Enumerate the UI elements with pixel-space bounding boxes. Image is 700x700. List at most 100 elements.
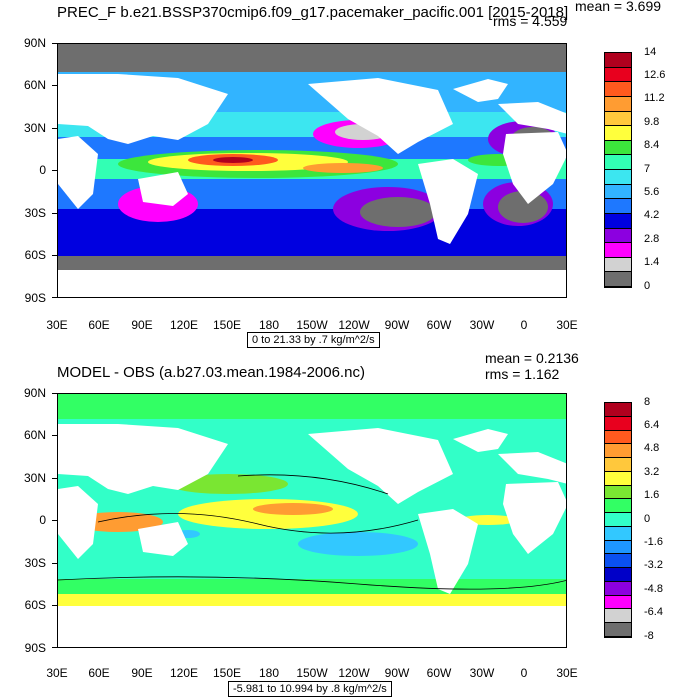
lat-tick: [52, 255, 57, 256]
colorbar-label: 14: [644, 46, 657, 58]
lon-label: 30E: [556, 666, 578, 680]
lat-label: 60N: [23, 428, 46, 442]
colorbar-swatch: [605, 184, 631, 200]
colorbar-label: 0: [644, 513, 651, 525]
colorbar-swatch: [605, 499, 631, 514]
colorbar-swatch: [605, 568, 631, 582]
colorbar-label: 8.4: [644, 139, 660, 151]
lon-label: 0: [520, 666, 528, 680]
colorbar-swatch: [605, 243, 631, 258]
colorbar-swatch: [605, 213, 631, 229]
colorbar-swatch: [605, 609, 631, 624]
lon-label: 0: [520, 318, 528, 332]
lon-label: 150E: [212, 318, 242, 332]
colorbar-label: -8: [644, 630, 654, 642]
lat-tick: [52, 43, 57, 44]
lon-label: 90W: [384, 318, 410, 332]
top-colorbar-swatches: [604, 52, 632, 288]
lat-tick: [52, 170, 57, 171]
top-map-title: PREC_F b.e21.BSSP370cmip6.f09_g17.pacema…: [57, 4, 569, 21]
colorbar-swatch: [605, 513, 631, 527]
top-mean-label: mean = 3.699: [575, 0, 662, 14]
colorbar-label: 6.4: [644, 419, 660, 431]
lon-label: 30W: [469, 318, 495, 332]
lat-label: 60S: [24, 598, 46, 612]
colorbar-label: 1.4: [644, 256, 660, 268]
lon-label: 30E: [46, 666, 68, 680]
lon-label: 60E: [88, 666, 110, 680]
colorbar-swatch: [605, 430, 631, 445]
colorbar-swatch: [605, 96, 631, 112]
lat-tick: [52, 520, 57, 521]
lat-label: 90S: [24, 291, 46, 305]
colorbar-label: -3.2: [644, 559, 663, 571]
colorbar-label: 3.2: [644, 466, 660, 478]
lat-label: 60S: [24, 248, 46, 262]
lat-label: 90S: [24, 641, 46, 655]
lat-tick: [52, 647, 57, 648]
colorbar-swatch: [605, 257, 631, 273]
colorbar-label: 8: [644, 396, 651, 408]
lat-label: 30N: [23, 471, 46, 485]
colorbar-swatch: [605, 485, 631, 500]
colorbar-swatch: [605, 554, 631, 569]
colorbar-swatch: [605, 111, 631, 127]
colorbar-swatch: [605, 416, 631, 431]
lat-label: 90N: [23, 36, 46, 50]
bottom-diff-map: [57, 393, 567, 648]
colorbar-swatch: [605, 155, 631, 170]
lon-label: 150W: [296, 666, 328, 680]
colorbar-swatch: [605, 199, 631, 214]
colorbar-swatch: [605, 540, 631, 555]
colorbar-swatch: [605, 170, 631, 185]
lat-label: 30S: [24, 556, 46, 570]
colorbar-swatch: [605, 403, 631, 417]
lat-tick: [52, 393, 57, 394]
lon-label: 180: [258, 666, 280, 680]
lon-label: 90E: [131, 666, 153, 680]
lon-label: 90E: [131, 318, 153, 332]
top-range-label: 0 to 21.33 by .7 kg/m^2/s: [247, 332, 380, 348]
lat-tick: [52, 478, 57, 479]
lon-label: 60W: [426, 318, 452, 332]
lon-label: 90W: [384, 666, 410, 680]
lon-label: 120W: [338, 666, 370, 680]
bottom-range-label: -5.981 to 10.994 by .8 kg/m^2/s: [228, 681, 392, 697]
lat-tick: [52, 213, 57, 214]
colorbar-label: -4.8: [644, 583, 663, 595]
colorbar-swatch: [605, 82, 631, 97]
lon-label: 60W: [426, 666, 452, 680]
colorbar-swatch: [605, 471, 631, 486]
colorbar-label: 2.8: [644, 233, 660, 245]
lat-tick: [52, 297, 57, 298]
top-precip-map: [57, 43, 567, 298]
lon-label: 180: [258, 318, 280, 332]
bottom-colorbar-swatches: [604, 402, 632, 638]
colorbar-swatch: [605, 140, 631, 156]
colorbar-swatch: [605, 623, 631, 637]
colorbar-label: 4.8: [644, 442, 660, 454]
colorbar-swatch: [605, 67, 631, 83]
lat-tick: [52, 563, 57, 564]
colorbar-swatch: [605, 595, 631, 610]
colorbar-swatch: [605, 228, 631, 244]
colorbar-swatch: [605, 444, 631, 459]
top-map-field: [58, 44, 566, 297]
lat-label: 30N: [23, 121, 46, 135]
lon-label: 120E: [169, 318, 199, 332]
colorbar-swatch: [605, 581, 631, 596]
colorbar-label: 9.8: [644, 116, 660, 128]
bottom-map-field: [58, 394, 566, 647]
lat-tick: [52, 128, 57, 129]
top-rms-label: rms = 4.559: [493, 13, 568, 29]
lat-tick: [52, 85, 57, 86]
top-map-panel: PREC_F b.e21.BSSP370cmip6.f09_g17.pacema…: [23, 0, 666, 348]
colorbar-label: 12.6: [644, 69, 666, 81]
lon-label: 150W: [296, 318, 328, 332]
bottom-mean-label: mean = 0.2136: [485, 350, 579, 366]
colorbar-label: 4.2: [644, 209, 660, 221]
lat-tick: [52, 605, 57, 606]
lat-tick: [52, 435, 57, 436]
colorbar-swatch: [605, 272, 631, 287]
colorbar-label: 5.6: [644, 186, 660, 198]
